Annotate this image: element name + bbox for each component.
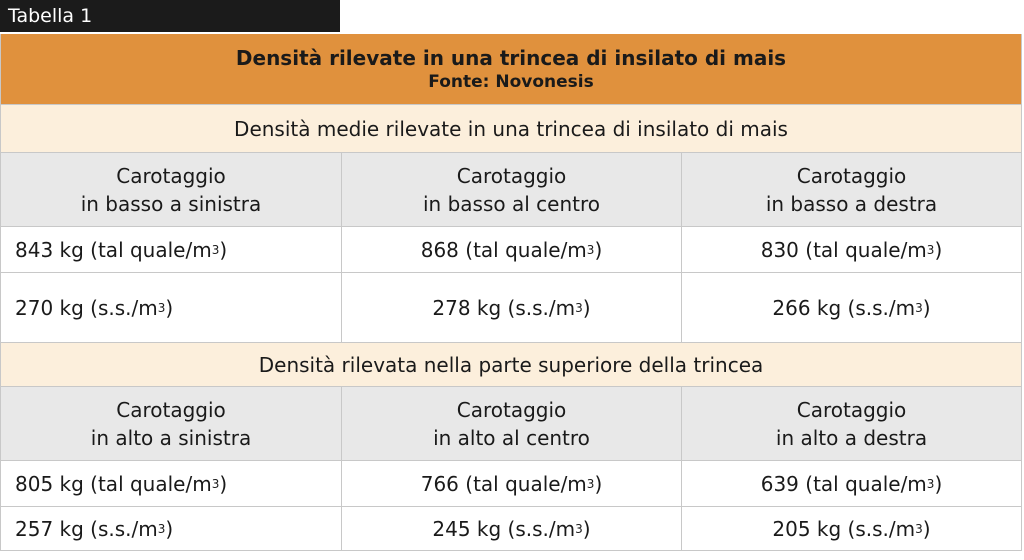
table-cell: 805 kg (tal quale/m 3) bbox=[1, 461, 341, 506]
column-header-line: in basso a destra bbox=[765, 191, 938, 216]
column-header-line: Carotaggio bbox=[796, 163, 907, 188]
table-row: 270 kg (s.s./m 3) 278 kg (s.s./m 3) 266 kg… bbox=[1, 272, 1021, 342]
section-heading-top: Densità rilevata nella parte superiore d… bbox=[1, 342, 1021, 386]
column-header: Carotaggio in basso a destra bbox=[681, 153, 1021, 226]
table-cell: 868 (tal quale/m 3) bbox=[341, 227, 681, 272]
table-row: 843 kg (tal quale/m 3) 868 (tal quale/m 3)… bbox=[1, 226, 1021, 272]
cell-value: 805 kg (tal quale/m bbox=[15, 471, 212, 496]
table-cell: 639 (tal quale/m 3) bbox=[681, 461, 1021, 506]
cell-value-close: ) bbox=[594, 471, 603, 496]
cell-value-close: ) bbox=[165, 295, 174, 320]
cell-value: 266 kg (s.s./m bbox=[772, 295, 916, 320]
table-cell: 266 kg (s.s./m 3) bbox=[681, 273, 1021, 342]
cell-value-close: ) bbox=[934, 237, 943, 262]
column-header-row: Carotaggio in basso a sinistra Carotaggi… bbox=[1, 152, 1021, 226]
table-cell: 843 kg (tal quale/m 3) bbox=[1, 227, 341, 272]
table-cell: 205 kg (s.s./m 3) bbox=[681, 507, 1021, 550]
table-row: 257 kg (s.s./m 3) 245 kg (s.s./m 3) 205 kg… bbox=[1, 506, 1021, 550]
column-header-line: in alto a destra bbox=[775, 425, 928, 450]
table-cell: 766 (tal quale/m 3) bbox=[341, 461, 681, 506]
column-header-line: Carotaggio bbox=[796, 397, 907, 422]
table-cell: 278 kg (s.s./m 3) bbox=[341, 273, 681, 342]
column-header-line: Carotaggio bbox=[456, 163, 567, 188]
table-tab-label: Tabella 1 bbox=[0, 0, 340, 32]
cell-value: 257 kg (s.s./m bbox=[15, 516, 158, 541]
cell-value-close: ) bbox=[165, 516, 174, 541]
column-header: Carotaggio in basso a sinistra bbox=[1, 153, 341, 226]
cell-value: 830 (tal quale/m bbox=[760, 237, 927, 262]
cell-value: 205 kg (s.s./m bbox=[772, 516, 916, 541]
cell-value-close: ) bbox=[582, 516, 591, 541]
column-header-line: in basso a sinistra bbox=[80, 191, 262, 216]
cell-value-close: ) bbox=[594, 237, 603, 262]
table-title: Densità rilevate in una trincea di insil… bbox=[235, 46, 787, 70]
column-header: Carotaggio in alto a sinistra bbox=[1, 387, 341, 460]
column-header: Carotaggio in basso al centro bbox=[341, 153, 681, 226]
column-header: Carotaggio in alto al centro bbox=[341, 387, 681, 460]
column-header: Carotaggio in alto a destra bbox=[681, 387, 1021, 460]
cell-value: 245 kg (s.s./m bbox=[432, 516, 576, 541]
cell-value-close: ) bbox=[922, 295, 931, 320]
table-cell: 245 kg (s.s./m 3) bbox=[341, 507, 681, 550]
column-header-line: Carotaggio bbox=[456, 397, 567, 422]
cell-value-close: ) bbox=[934, 471, 943, 496]
cell-value-close: ) bbox=[922, 516, 931, 541]
cell-value: 868 (tal quale/m bbox=[420, 237, 587, 262]
cell-value-close: ) bbox=[219, 471, 228, 496]
cell-value: 843 kg (tal quale/m bbox=[15, 237, 212, 262]
table-cell: 830 (tal quale/m 3) bbox=[681, 227, 1021, 272]
column-header-row: Carotaggio in alto a sinistra Carotaggio… bbox=[1, 386, 1021, 460]
cell-value: 766 (tal quale/m bbox=[420, 471, 587, 496]
table-cell: 270 kg (s.s./m 3) bbox=[1, 273, 341, 342]
cell-value-close: ) bbox=[219, 237, 228, 262]
cell-value: 639 (tal quale/m bbox=[760, 471, 927, 496]
table-title-band: Densità rilevate in una trincea di insil… bbox=[1, 34, 1021, 104]
density-table: Densità rilevate in una trincea di insil… bbox=[0, 34, 1022, 551]
column-header-line: in alto al centro bbox=[433, 425, 590, 450]
cell-value-close: ) bbox=[582, 295, 591, 320]
cell-value: 270 kg (s.s./m bbox=[15, 295, 158, 320]
section-heading-bottom: Densità medie rilevate in una trincea di… bbox=[1, 104, 1021, 152]
cell-value: 278 kg (s.s./m bbox=[432, 295, 576, 320]
column-header-line: in alto a sinistra bbox=[90, 425, 252, 450]
table-row: 805 kg (tal quale/m 3) 766 (tal quale/m 3)… bbox=[1, 460, 1021, 506]
table-cell: 257 kg (s.s./m 3) bbox=[1, 507, 341, 550]
column-header-line: Carotaggio bbox=[116, 397, 226, 422]
column-header-line: Carotaggio bbox=[116, 163, 226, 188]
table-source: Fonte: Novonesis bbox=[428, 72, 594, 92]
column-header-line: in basso al centro bbox=[423, 191, 600, 216]
